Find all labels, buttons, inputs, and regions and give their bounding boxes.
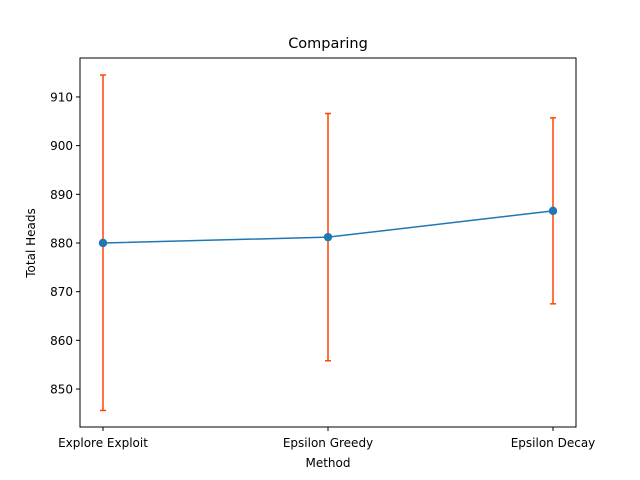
y-tick-label: 890 <box>50 188 73 202</box>
y-tick-label: 900 <box>50 139 73 153</box>
y-tick-label: 910 <box>50 90 73 104</box>
y-tick-label: 850 <box>50 383 73 397</box>
x-tick-label: Epsilon Greedy <box>283 436 373 450</box>
x-axis-label: Method <box>305 456 350 470</box>
x-tick-label: Explore Exploit <box>58 436 148 450</box>
y-tick-label: 880 <box>50 236 73 250</box>
x-tick-label: Epsilon Decay <box>511 436 596 450</box>
y-tick-label: 870 <box>50 285 73 299</box>
chart-title: Comparing <box>288 36 368 52</box>
y-axis-label: Total Heads <box>24 208 38 278</box>
data-point <box>323 232 333 242</box>
data-point <box>548 206 558 216</box>
y-tick-label: 860 <box>50 334 73 348</box>
x-axis-ticks: Explore Exploit Epsilon Greedy Epsilon Dec… <box>58 427 595 450</box>
y-axis-ticks: 850 860 870 880 890 900 910 <box>50 90 80 397</box>
plot-frame <box>79 57 577 428</box>
data-point <box>98 238 108 248</box>
data-series <box>98 206 558 248</box>
